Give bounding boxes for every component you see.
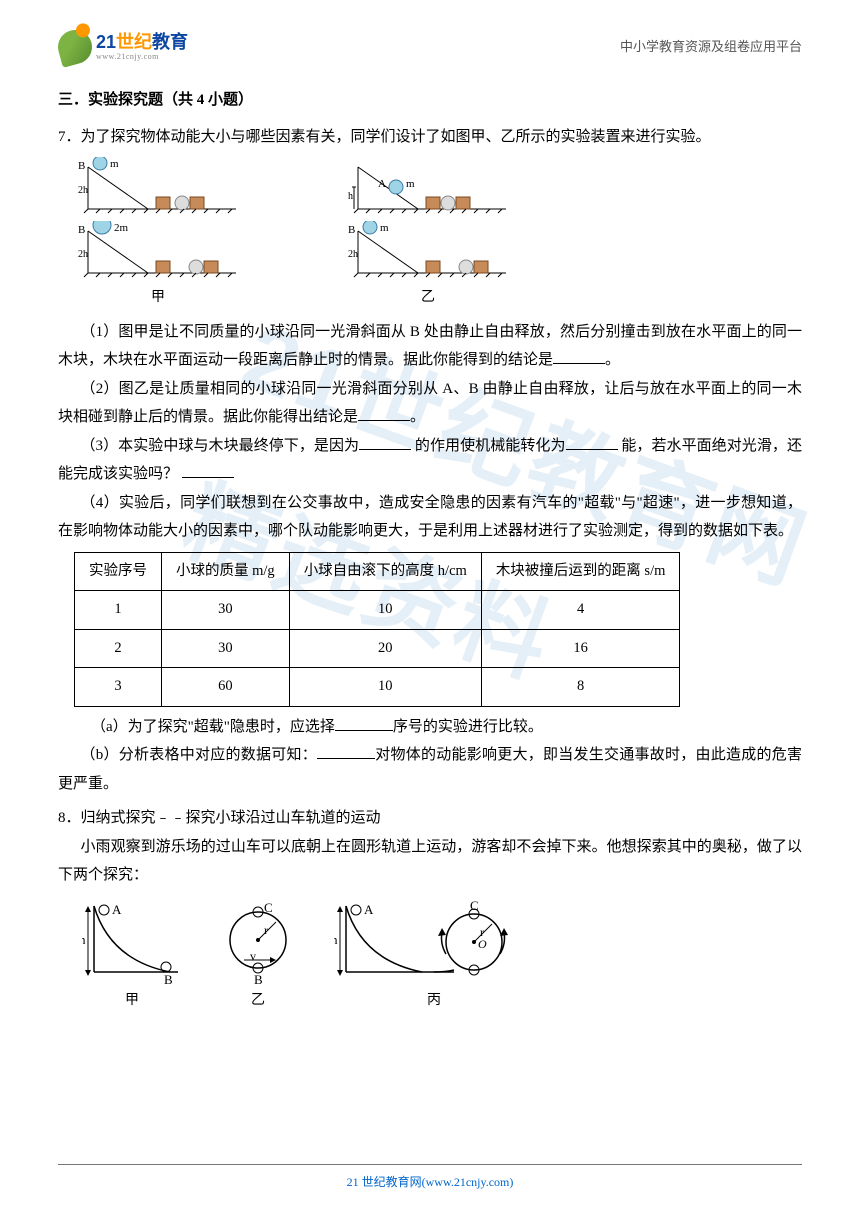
q7-part-a: （a）为了探究"超载"隐患时，应选择序号的实验进行比较。 (58, 713, 802, 742)
svg-text:A: A (364, 902, 374, 917)
question-7: 7．为了探究物体动能大小与哪些因素有关，同学们设计了如图甲、乙所示的实验装置来进… (58, 123, 802, 799)
q7-label-yi: 乙 (348, 285, 508, 312)
page-footer: 21 世纪教育网(www.21cnjy.com) (58, 1164, 802, 1194)
q7-diag-jia-top: B m 2h (78, 157, 238, 219)
svg-text:B: B (254, 972, 263, 986)
page-header: 21世纪教育 www.21cnjy.com 中小学教育资源及组卷应用平台 (58, 30, 802, 64)
q7-part3: （3）本实验中球与木块最终停下，是因为 的作用使机械能转化为 能，若水平面绝对光… (58, 432, 802, 489)
svg-text:r: r (480, 925, 484, 939)
q7-part-b: （b）分析表格中对应的数据可知：对物体的动能影响更大，即当发生交通事故时，由此造… (58, 741, 802, 798)
blank[interactable] (335, 716, 393, 731)
q7-diag-jia-bottom: B 2m 2h (78, 221, 238, 283)
q8-label-jia: 甲 (125, 988, 139, 1015)
question-8: 8．归纳式探究﹣﹣探究小球沿过山车轨道的运动 小雨观察到游乐场的过山车可以底朝上… (58, 804, 802, 1014)
svg-text:r: r (264, 923, 268, 937)
svg-text:B: B (348, 224, 355, 236)
logo: 21世纪教育 www.21cnjy.com (58, 30, 188, 64)
svg-text:m: m (380, 222, 389, 234)
svg-text:C: C (470, 900, 479, 913)
q8-body: 小雨观察到游乐场的过山车可以底朝上在圆形轨道上运动，游客却不会掉下来。他想探索其… (58, 833, 802, 890)
q7-part4: （4）实验后，同学们联想到在公交事故中，造成安全隐患的因素有汽车的"超载"与"超… (58, 489, 802, 546)
table-header-row: 实验序号 小球的质量 m/g 小球自由滚下的高度 h/cm 木块被撞后运到的距离… (75, 552, 680, 591)
svg-text:2m: 2m (114, 222, 129, 234)
blank[interactable] (182, 463, 234, 478)
table-row: 3 60 10 8 (75, 668, 680, 707)
svg-text:h: h (348, 191, 353, 202)
blank[interactable] (553, 349, 605, 364)
svg-text:v: v (250, 949, 256, 963)
svg-text:m: m (110, 158, 119, 170)
svg-text:2h: 2h (348, 249, 358, 260)
q8-diagrams: A B h 甲 r C (82, 900, 802, 1015)
svg-text:m: m (406, 178, 415, 190)
q7-diag-yi-top: A m h (348, 157, 508, 219)
q8-label-bing: 丙 (427, 988, 441, 1015)
svg-text:h: h (82, 932, 86, 947)
svg-text:2h: 2h (78, 249, 88, 260)
logo-title: 21世纪教育 (96, 33, 188, 53)
th: 小球的质量 m/g (162, 552, 290, 591)
q8-diag-bing: A h O r C (334, 900, 534, 986)
svg-text:B: B (78, 160, 85, 172)
q7-diagrams: B m 2h (78, 157, 802, 312)
svg-text:A: A (378, 178, 386, 190)
blank[interactable] (566, 435, 618, 450)
logo-icon (54, 26, 96, 68)
table-row: 2 30 20 16 (75, 629, 680, 668)
svg-text:h: h (334, 932, 338, 947)
th: 实验序号 (75, 552, 162, 591)
blank[interactable] (317, 744, 375, 759)
th: 小球自由滚下的高度 h/cm (289, 552, 481, 591)
blank[interactable] (359, 435, 411, 450)
q7-part2: （2）图乙是让质量相同的小球沿同一光滑斜面分别从 A、B 由静止自由释放，让后与… (58, 375, 802, 432)
q8-diag-jia: A B h (82, 900, 182, 986)
q7-diag-yi-bottom: B m 2h (348, 221, 508, 283)
q7-data-table: 实验序号 小球的质量 m/g 小球自由滚下的高度 h/cm 木块被撞后运到的距离… (74, 552, 680, 707)
q8-stem: 8．归纳式探究﹣﹣探究小球沿过山车轨道的运动 (58, 804, 802, 833)
svg-text:B: B (164, 972, 173, 986)
svg-text:2h: 2h (78, 185, 88, 196)
svg-text:C: C (264, 900, 273, 915)
q7-stem: 7．为了探究物体动能大小与哪些因素有关，同学们设计了如图甲、乙所示的实验装置来进… (58, 123, 802, 152)
q8-diag-yi: r C B v (220, 900, 296, 986)
svg-text:O: O (478, 937, 487, 951)
logo-url: www.21cnjy.com (96, 53, 188, 62)
q7-label-jia: 甲 (78, 285, 238, 312)
th: 木块被撞后运到的距离 s/m (481, 552, 680, 591)
q7-part1: （1）图甲是让不同质量的小球沿同一光滑斜面从 B 处由静止自由释放，然后分别撞击… (58, 318, 802, 375)
section-3-title: 三．实验探究题（共 4 小题） (58, 86, 802, 115)
blank[interactable] (358, 406, 410, 421)
svg-text:A: A (112, 902, 122, 917)
svg-text:B: B (78, 224, 85, 236)
table-row: 1 30 10 4 (75, 591, 680, 630)
q8-label-yi: 乙 (251, 988, 265, 1015)
header-subtitle: 中小学教育资源及组卷应用平台 (620, 35, 802, 60)
